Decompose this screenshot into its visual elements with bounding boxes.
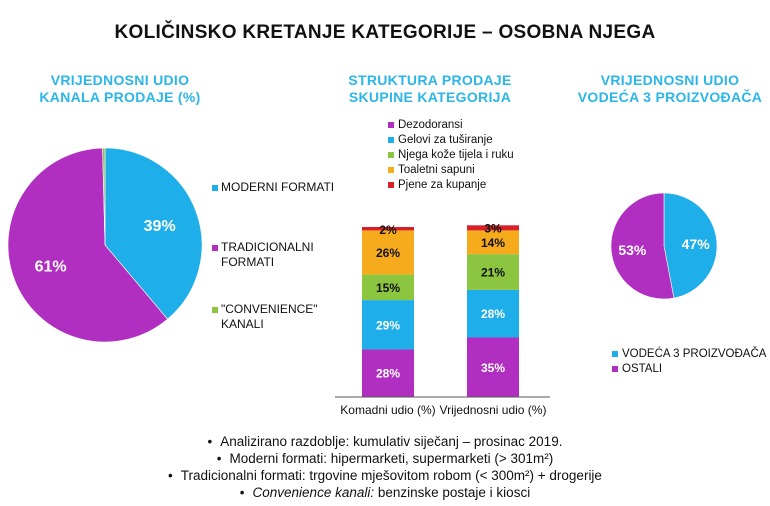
- bar-legend-item: Njega kože tijela i ruku: [388, 148, 514, 163]
- top3-producers-slice: [663, 192, 718, 299]
- traditional-formats-value-label: 61%: [35, 259, 67, 276]
- bar-value-label: 29%: [376, 318, 400, 332]
- bar-value-label: 3%: [484, 221, 502, 235]
- legend-label: TRADICIONALNI: [221, 240, 314, 254]
- pie1-title-line2: KANALA PRODAJE (%): [39, 89, 201, 105]
- top3-producers-value-label: 47%: [682, 236, 711, 252]
- legend-label: Gelovi za tuširanje: [398, 134, 493, 146]
- bar-title: STRUKTURA PRODAJE SKUPINE KATEGORIJA: [330, 72, 530, 106]
- note-text: Analizirano razdoblje: kumulativ siječan…: [220, 434, 563, 449]
- pie1-title: VRIJEDNOSNI UDIO KANALA PRODAJE (%): [10, 72, 230, 106]
- legend-label: MODERNI FORMATI: [221, 180, 335, 194]
- legend-label: Njega kože tijela i ruku: [398, 149, 514, 161]
- legend-swatch-purple: [212, 245, 218, 251]
- legend-swatch: [388, 151, 394, 158]
- x-axis-category-label: Komadni udio (%): [340, 403, 435, 417]
- pie2-legend-item-others: OSTALI: [612, 362, 766, 377]
- note-text: benzinske postaje i kiosci: [374, 485, 531, 500]
- bar-value-label: 2%: [379, 223, 397, 237]
- bar-title-line1: STRUKTURA PRODAJE: [348, 72, 512, 88]
- bar-value-label: 28%: [376, 367, 400, 381]
- note-period: • Analizirano razdoblje: kumulativ siječa…: [207, 434, 563, 449]
- top3-producers-pie-chart: 47% 53%: [610, 192, 718, 300]
- note-modern: • Moderni formati: hipermarketi, supermar…: [216, 451, 554, 466]
- category-structure-stacked-bar-chart: 28% 29% 15% 26% 2% Komadni udio (%) 35% 28% 21% 1…: [335, 221, 550, 417]
- legend-swatch: [388, 181, 394, 188]
- bar-segment: [467, 230, 519, 255]
- legend-swatch-blue: [612, 350, 618, 357]
- pie2-title: VRIJEDNOSNI UDIO VODEĆA 3 PROIZVOĐAČA: [560, 72, 770, 106]
- legend-swatch: [388, 136, 394, 143]
- bar-legend: Dezodoransi Gelovi za tuširanje Njega kože…: [388, 118, 514, 193]
- legend-label: Pjene za kupanje: [398, 179, 487, 191]
- legend-label: FORMATI: [221, 255, 275, 269]
- convenience-channels-slice: [102, 147, 106, 246]
- pie1-legend-item-convenience: "CONVENIENCE" KANALI: [212, 302, 318, 332]
- bar-value-label: 15%: [376, 281, 400, 295]
- note-prefix: Convenience kanali:: [252, 485, 375, 500]
- legend-label: Toaletni sapuni: [398, 164, 475, 176]
- legend-label: "CONVENIENCE": [221, 302, 318, 316]
- legend-swatch-purple: [612, 365, 618, 372]
- bar-segment: [362, 230, 414, 275]
- pie1-legend-item-traditional: TRADICIONALNI FORMATI: [212, 240, 314, 270]
- bar-legend-item: Gelovi za tuširanje: [388, 133, 514, 148]
- bar-value-label: 28%: [481, 307, 505, 321]
- bar-segment: [362, 300, 414, 350]
- bar-segment: [362, 349, 414, 397]
- legend-label: KANALI: [221, 317, 264, 331]
- modern-formats-value-label: 39%: [144, 218, 176, 235]
- bar-segment: [467, 289, 519, 338]
- others-value-label: 53%: [618, 242, 647, 258]
- bar-legend-item: Toaletni sapuni: [388, 163, 514, 178]
- legend-swatch-blue: [212, 185, 218, 191]
- bar-value-label: 21%: [481, 266, 505, 280]
- pie1-title-line1: VRIJEDNOSNI UDIO: [50, 72, 190, 88]
- note-convenience: • Convenience kanali: benzinske postaje i…: [239, 485, 531, 500]
- legend-label: Dezodoransi: [398, 119, 463, 131]
- pie2-legend-item-top3: VODEĆA 3 PROIZVOĐAČA: [612, 347, 766, 362]
- bar-segment: [467, 254, 519, 290]
- note-text: Moderni formati: hipermarketi, supermark…: [229, 451, 554, 466]
- note-traditional: • Tradicionalni formati: trgovine mješovi…: [168, 468, 602, 483]
- pie2-title-line1: VRIJEDNOSNI UDIO: [600, 72, 740, 88]
- bar-segment: [467, 225, 519, 231]
- pie2-title-line2: VODEĆA 3 PROIZVOĐAČA: [577, 89, 763, 105]
- legend-swatch: [388, 166, 394, 173]
- pie2-legend: VODEĆA 3 PROIZVOĐAČA OSTALI: [612, 347, 766, 377]
- legend-swatch-green: [212, 307, 218, 313]
- legend-label: VODEĆA 3 PROIZVOĐAČA: [622, 348, 767, 360]
- bar-segment: [362, 227, 414, 231]
- traditional-formats-slice: [7, 147, 168, 343]
- pie1-legend-item-modern: MODERNI FORMATI: [212, 180, 334, 195]
- bar-value-label: 35%: [481, 361, 505, 375]
- x-axis-category-label: Vrijednosni udio (%): [440, 403, 547, 417]
- bar-value-label: 14%: [481, 236, 505, 250]
- bar-value-label: 26%: [376, 246, 400, 260]
- modern-formats-slice: [104, 147, 203, 320]
- legend-label: OSTALI: [622, 363, 663, 375]
- legend-swatch: [388, 121, 394, 128]
- page-title: KOLIČINSKO KRETANJE KATEGORIJE – OSOBNA …: [114, 22, 656, 43]
- others-slice: [610, 192, 675, 300]
- bar-legend-item: Pjene za kupanje: [388, 178, 514, 193]
- bar-segment: [467, 337, 519, 397]
- bar-title-line2: SKUPINE KATEGORIJA: [348, 89, 512, 105]
- channel-share-pie-chart: 39% 61%: [7, 147, 203, 343]
- bar-legend-item: Dezodoransi: [388, 118, 514, 133]
- bar-segment: [362, 274, 414, 301]
- note-text: Tradicionalni formati: trgovine mješovit…: [180, 468, 602, 483]
- footnotes: • Analizirano razdoblje: kumulativ siječa…: [0, 433, 770, 501]
